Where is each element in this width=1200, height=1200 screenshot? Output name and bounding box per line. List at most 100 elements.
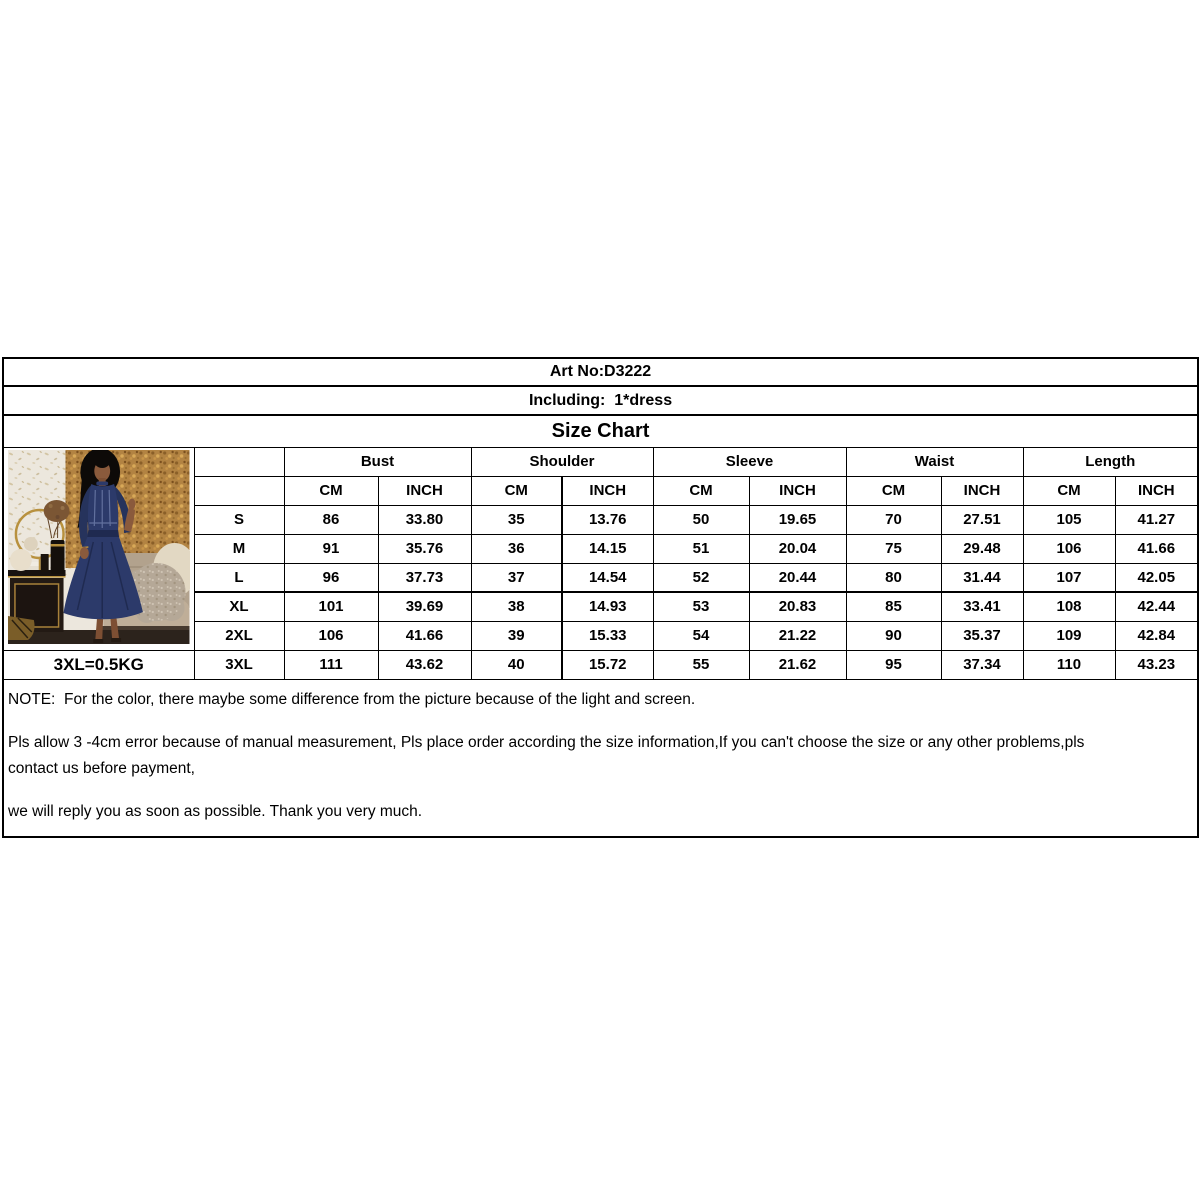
- value-cell: 41.66: [1114, 533, 1199, 564]
- unit-header-sleeve-cm: CM: [652, 475, 750, 506]
- value-cell: 75: [845, 533, 942, 564]
- value-cell: 108: [1022, 591, 1116, 622]
- value-cell: 37: [470, 562, 563, 593]
- value-cell: 39: [470, 620, 563, 651]
- note-measurement-line1: Pls allow 3 -4cm error because of manual…: [8, 733, 1085, 751]
- value-cell: 52: [652, 562, 750, 593]
- value-cell: 21.62: [748, 649, 847, 680]
- value-cell: 41.66: [377, 620, 472, 651]
- value-cell: 36: [470, 533, 563, 564]
- value-cell: 80: [845, 562, 942, 593]
- notes-cell: NOTE: For the color, there maybe some di…: [2, 678, 1199, 838]
- value-cell: 96: [283, 562, 379, 593]
- value-cell: 33.41: [940, 591, 1024, 622]
- size-column-header-blank: [193, 446, 285, 477]
- value-cell: 19.65: [748, 504, 847, 535]
- value-cell: 86: [283, 504, 379, 535]
- value-cell: 41.27: [1114, 504, 1199, 535]
- weight-note: 3XL=0.5KG: [2, 649, 195, 680]
- value-cell: 50: [652, 504, 750, 535]
- size-label-m: M: [193, 533, 285, 564]
- value-cell: 21.22: [748, 620, 847, 651]
- value-cell: 70: [845, 504, 942, 535]
- size-label-xl: XL: [193, 591, 285, 622]
- photo-fluffy-pillow: [127, 562, 186, 623]
- table-row-xl: XL 101 39.69 38 14.93 53 20.83 85 33.41 …: [3, 591, 1199, 622]
- value-cell: 90: [845, 620, 942, 651]
- value-cell: 51: [652, 533, 750, 564]
- value-cell: 101: [283, 591, 379, 622]
- table-row-l: L 96 37.73 37 14.54 52 20.44 80 31.44 10…: [3, 562, 1199, 593]
- unit-header-sleeve-inch: INCH: [748, 475, 847, 506]
- value-cell: 42.84: [1114, 620, 1199, 651]
- group-header-shoulder: Shoulder: [470, 446, 654, 477]
- value-cell: 37.73: [377, 562, 472, 593]
- value-cell: 109: [1022, 620, 1116, 651]
- value-cell: 106: [1022, 533, 1116, 564]
- value-cell: 43.23: [1114, 649, 1199, 680]
- value-cell: 20.04: [748, 533, 847, 564]
- value-cell: 35.37: [940, 620, 1024, 651]
- unit-header-length-inch: INCH: [1114, 475, 1199, 506]
- size-label-2xl: 2XL: [193, 620, 285, 651]
- product-photo-cell: [2, 446, 195, 651]
- size-chart-sheet: Art No:D3222 Including: 1*dress Size Cha…: [2, 357, 1200, 838]
- photo-model: [63, 449, 143, 643]
- value-cell: 20.83: [748, 591, 847, 622]
- table-row-3xl: 3XL=0.5KG 3XL 111 43.62 40 15.72 55 21.6…: [2, 649, 1199, 680]
- value-cell: 110: [1022, 649, 1116, 680]
- value-cell: 85: [845, 591, 942, 622]
- unit-header-bust-cm: CM: [283, 475, 379, 506]
- note-measurement-line2: contact us before payment,: [8, 759, 195, 777]
- value-cell: 42.05: [1114, 562, 1199, 593]
- value-cell: 15.33: [561, 620, 654, 651]
- note-color-disclaimer: NOTE: For the color, there maybe some di…: [8, 690, 696, 708]
- value-cell: 27.51: [940, 504, 1024, 535]
- value-cell: 31.44: [940, 562, 1024, 593]
- value-cell: 54: [652, 620, 750, 651]
- value-cell: 14.15: [561, 533, 654, 564]
- note-reply: we will reply you as soon as possible. T…: [8, 802, 423, 820]
- including-title: Including: 1*dress: [2, 385, 1199, 416]
- value-cell: 40: [470, 649, 563, 680]
- notes-row: NOTE: For the color, there maybe some di…: [2, 678, 1199, 838]
- value-cell: 37.34: [940, 649, 1024, 680]
- photo-floor-cushion: [8, 615, 35, 640]
- photo-decor-spheres: [9, 536, 38, 571]
- value-cell: 107: [1022, 562, 1116, 593]
- group-header-waist: Waist: [845, 446, 1024, 477]
- value-cell: 95: [845, 649, 942, 680]
- unit-header-length-cm: CM: [1022, 475, 1116, 506]
- value-cell: 105: [1022, 504, 1116, 535]
- size-label-s: S: [193, 504, 285, 535]
- product-photo: [8, 449, 190, 644]
- value-cell: 14.54: [561, 562, 654, 593]
- unit-header-bust-inch: INCH: [377, 475, 472, 506]
- value-cell: 39.69: [377, 591, 472, 622]
- value-cell: 35: [470, 504, 563, 535]
- size-label-l: L: [193, 562, 285, 593]
- value-cell: 106: [283, 620, 379, 651]
- table-row-2xl: 2XL 106 41.66 39 15.33 54 21.22 90 35.37…: [3, 620, 1199, 651]
- value-cell: 42.44: [1114, 591, 1199, 622]
- value-cell: 33.80: [377, 504, 472, 535]
- value-cell: 13.76: [561, 504, 654, 535]
- unit-header-waist-cm: CM: [845, 475, 942, 506]
- value-cell: 15.72: [561, 649, 654, 680]
- unit-header-blank: [193, 475, 285, 506]
- art-no-title: Art No:D3222: [2, 357, 1199, 387]
- value-cell: 91: [283, 533, 379, 564]
- value-cell: 55: [652, 649, 750, 680]
- value-cell: 14.93: [561, 591, 654, 622]
- value-cell: 38: [470, 591, 563, 622]
- unit-header-shoulder-inch: INCH: [561, 475, 654, 506]
- photo-vases-flowers: [40, 499, 70, 574]
- unit-header-waist-inch: INCH: [940, 475, 1024, 506]
- group-header-sleeve: Sleeve: [652, 446, 847, 477]
- photo-ring-lamp: [14, 508, 65, 570]
- size-label-3xl: 3XL: [193, 649, 285, 680]
- value-cell: 35.76: [377, 533, 472, 564]
- product-photo-illustration: [8, 449, 190, 644]
- unit-header-shoulder-cm: CM: [470, 475, 563, 506]
